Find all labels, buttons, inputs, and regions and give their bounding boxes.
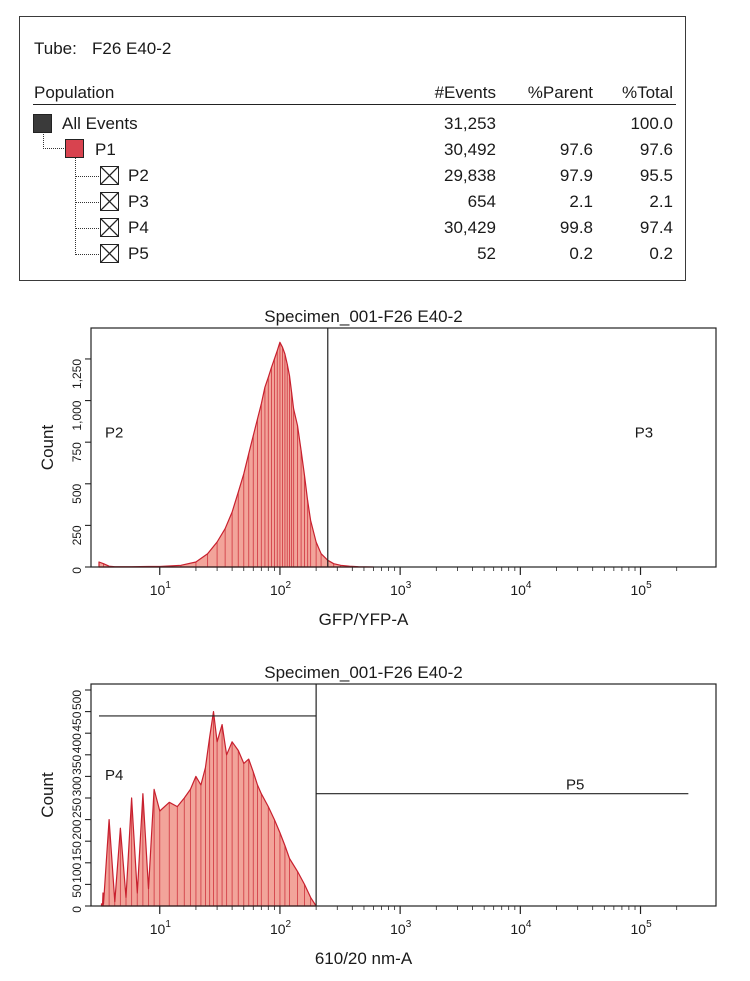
header-total: %Total [621, 83, 673, 102]
cross-box-icon [100, 218, 119, 237]
y-tick-label: 0 [70, 906, 84, 913]
row-total: 100.0 [630, 114, 673, 133]
cross-box-icon [100, 192, 119, 211]
row-total: 97.6 [639, 140, 673, 159]
swatch-p2 [100, 166, 119, 185]
swatch-p4 [100, 218, 119, 237]
y-tick-label: 1,250 [70, 359, 84, 389]
y-tick-label: 250 [70, 798, 84, 818]
x-tick-label: 101 [150, 580, 172, 598]
x-tick-label: 104 [510, 919, 532, 937]
y-tick-label: 200 [70, 819, 84, 839]
row-events: 29,838 [444, 166, 496, 185]
x-axis-label: GFP/YFP-A [319, 610, 409, 629]
x-tick-label: 103 [390, 919, 412, 937]
y-tick-label: 100 [70, 862, 84, 882]
row-total: 97.4 [639, 218, 673, 237]
row-events: 30,492 [444, 140, 496, 159]
header-events: #Events [434, 83, 496, 102]
row-total: 0.2 [649, 244, 673, 263]
x-tick-exponent: 4 [526, 919, 532, 930]
population-statistics-table: Tube: F26 E40-2 Population #Events %Pare… [19, 16, 686, 281]
tube-label: Tube: [34, 39, 77, 58]
histogram-area [98, 341, 375, 568]
gate-label-p4: P4 [105, 767, 123, 784]
header-parent: %Parent [527, 83, 593, 102]
row-name: All Events [62, 114, 138, 133]
swatch-p5 [100, 244, 119, 263]
row-events: 31,253 [444, 114, 496, 133]
tree-connector [75, 158, 101, 255]
x-tick-exponent: 4 [526, 580, 532, 591]
swatch-all-events [33, 114, 52, 133]
row-events: 654 [467, 192, 496, 211]
swatch-p1 [65, 139, 84, 158]
x-tick-label: 102 [270, 919, 292, 937]
x-tick-exponent: 2 [286, 580, 292, 591]
plot-frame [90, 327, 717, 568]
row-parent: 0.2 [569, 244, 593, 263]
y-tick-label: 1,000 [70, 400, 84, 430]
plot-frame [90, 683, 717, 907]
row-parent: 97.6 [559, 140, 593, 159]
y-tick-label: 350 [70, 754, 84, 774]
y-tick-label: 500 [70, 690, 84, 710]
row-name: P3 [128, 192, 149, 211]
row-events: 30,429 [444, 218, 496, 237]
y-tick-label: 150 [70, 841, 84, 861]
y-tick-label: 750 [70, 442, 84, 462]
y-tick-label: 0 [70, 567, 84, 574]
row-total: 95.5 [639, 166, 673, 185]
chart-title: Specimen_001-F26 E40-2 [264, 663, 462, 682]
row-name: P5 [128, 244, 149, 263]
x-tick-exponent: 3 [406, 919, 412, 930]
row-parent: 99.8 [559, 218, 593, 237]
header-population: Population [34, 83, 115, 102]
cross-box-icon [100, 166, 119, 185]
x-tick-label: 102 [270, 580, 292, 598]
x-tick-label: 105 [631, 919, 653, 937]
x-tick-exponent: 1 [165, 580, 171, 591]
gate-label-p3: P3 [635, 425, 653, 442]
cross-box-icon [100, 244, 119, 263]
gate-label-p5: P5 [566, 777, 584, 794]
x-tick-exponent: 5 [646, 580, 652, 591]
row-parent: 2.1 [569, 192, 593, 211]
x-tick-label: 101 [150, 919, 172, 937]
chart-title: Specimen_001-F26 E40-2 [264, 307, 462, 326]
x-tick-exponent: 1 [165, 919, 171, 930]
swatch-p3 [100, 192, 119, 211]
y-tick-label: 300 [70, 776, 84, 796]
x-tick-label: 105 [631, 580, 653, 598]
y-tick-label: 400 [70, 733, 84, 753]
row-events: 52 [477, 244, 496, 263]
tube-name: F26 E40-2 [92, 39, 172, 58]
header-divider [33, 104, 676, 105]
row-total: 2.1 [649, 192, 673, 211]
row-name: P2 [128, 166, 149, 185]
gate-label-p2: P2 [105, 425, 123, 442]
row-name: P1 [95, 140, 116, 159]
y-tick-label: 450 [70, 711, 84, 731]
tree-connector [43, 132, 66, 149]
histogram-area [100, 711, 317, 907]
y-axis-label: Count [38, 772, 57, 818]
row-name: P4 [128, 218, 149, 237]
y-tick-label: 250 [70, 525, 84, 545]
y-tick-label: 50 [70, 884, 84, 898]
x-tick-exponent: 2 [286, 919, 292, 930]
x-tick-label: 104 [510, 580, 532, 598]
x-tick-exponent: 5 [646, 919, 652, 930]
y-tick-label: 500 [70, 483, 84, 503]
row-parent: 97.9 [559, 166, 593, 185]
x-tick-exponent: 3 [406, 580, 412, 591]
x-tick-label: 103 [390, 580, 412, 598]
y-axis-label: Count [38, 425, 57, 471]
x-axis-label: 610/20 nm-A [315, 949, 413, 968]
